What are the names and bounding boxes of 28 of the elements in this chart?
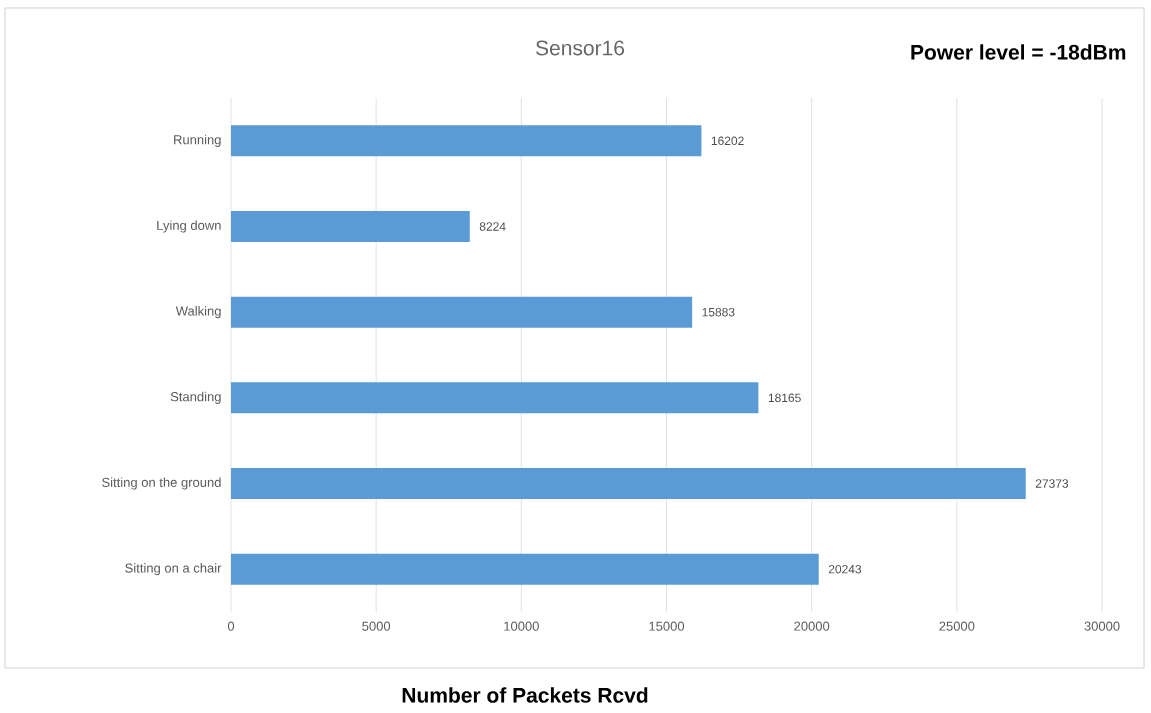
x-tick-label: 15000 (649, 621, 685, 631)
x-tick-label: 0 (227, 621, 235, 631)
x-axis-title: Number of Packets Rcvd (402, 687, 648, 703)
text: Power level = -18dBm (911, 44, 1126, 60)
bar (231, 382, 759, 414)
x-tick-label: 20000 (794, 621, 830, 631)
chart-title: Sensor16 (536, 40, 625, 56)
data-label: 8224 (479, 222, 506, 231)
y-tick-label: Sitting on a chair (125, 563, 222, 576)
y-tick-label: Standing (170, 391, 221, 404)
bar (231, 211, 470, 242)
bar (231, 125, 702, 157)
data-label: 20243 (828, 564, 862, 574)
x-tick-label: 25000 (939, 621, 975, 631)
y-tick-label: Sitting on the ground (102, 477, 221, 490)
data-label: 27373 (1035, 479, 1069, 488)
x-tick-label: 10000 (504, 621, 539, 631)
y-tick-label: Lying down (157, 220, 221, 233)
data-label: 18165 (768, 393, 801, 403)
y-tick-label: Walking (175, 306, 221, 319)
bar (231, 553, 819, 585)
bar (231, 468, 1026, 499)
bar (231, 296, 693, 328)
y-tick-label: Running (174, 134, 221, 147)
data-label: 16202 (711, 136, 744, 146)
data-label: 15883 (702, 307, 735, 317)
x-tick-label: 5000 (362, 621, 391, 631)
x-tick-label: 30000 (1084, 621, 1120, 631)
